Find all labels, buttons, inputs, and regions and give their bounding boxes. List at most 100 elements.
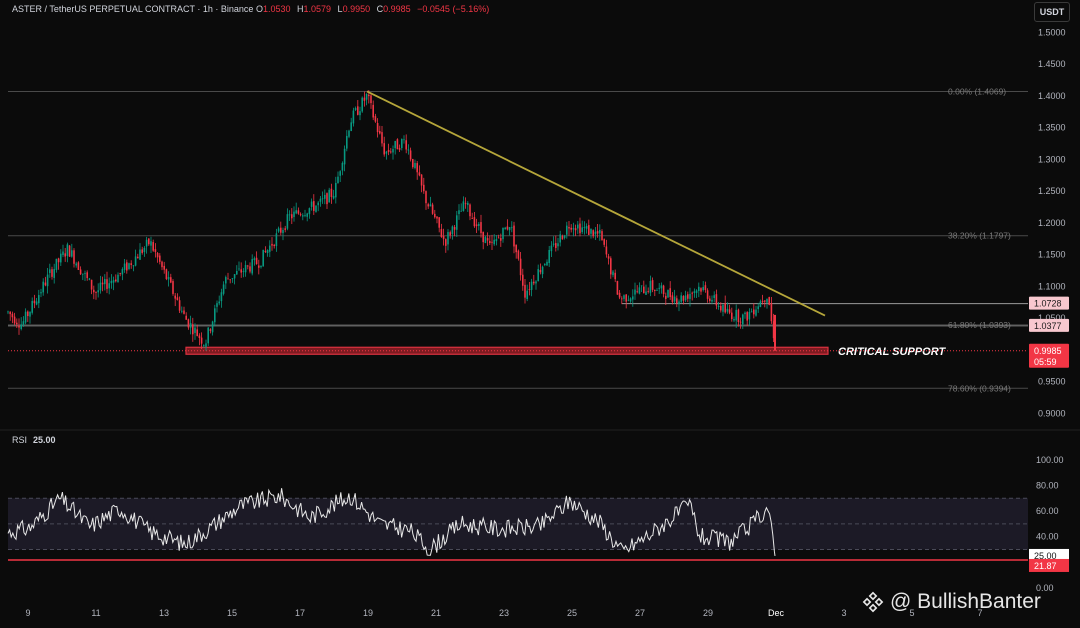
candle xyxy=(374,116,377,122)
candle xyxy=(363,97,366,101)
candle xyxy=(51,269,53,277)
candle xyxy=(706,290,709,299)
candle xyxy=(742,314,744,325)
candle xyxy=(636,291,638,293)
time-axis-tick: 17 xyxy=(295,608,305,618)
price-axis-tick: 1.1500 xyxy=(1038,250,1066,260)
candle xyxy=(185,315,187,320)
candle xyxy=(42,281,44,293)
candle xyxy=(359,111,361,116)
candle xyxy=(38,295,40,304)
candle xyxy=(84,273,86,274)
candle xyxy=(568,227,570,229)
candle xyxy=(343,148,346,165)
candle xyxy=(271,243,273,246)
candle xyxy=(724,303,726,313)
candle xyxy=(486,238,489,241)
candle xyxy=(698,286,700,291)
candle xyxy=(97,290,99,293)
candle xyxy=(612,271,614,276)
rsi-axis-tick: 80.00 xyxy=(1036,480,1059,490)
candle xyxy=(282,230,284,234)
candle xyxy=(71,250,73,257)
candle xyxy=(480,222,482,234)
candle xyxy=(528,289,531,290)
candle xyxy=(354,108,357,110)
candle xyxy=(764,300,766,302)
candle xyxy=(178,300,181,311)
candle xyxy=(467,202,469,206)
symbol-label: ASTER / TetherUS PERPETUAL CONTRACT · 1h… xyxy=(12,4,254,14)
candle xyxy=(517,250,520,259)
level-1-0377-label-box xyxy=(1029,318,1069,332)
candle xyxy=(222,284,225,294)
time-axis-tick: 11 xyxy=(91,608,100,618)
candle xyxy=(423,184,425,192)
candle xyxy=(165,269,168,280)
fib-level-label: 61.80% (1.0393) xyxy=(948,320,1011,330)
price-axis-tick: 1.2500 xyxy=(1038,186,1066,196)
level-1-0728-label-box xyxy=(1029,296,1069,310)
candle xyxy=(163,265,165,270)
candle xyxy=(405,140,407,150)
candle xyxy=(132,265,135,267)
price-axis-tick: 0.9000 xyxy=(1038,408,1066,418)
candle xyxy=(702,287,704,291)
candle xyxy=(381,132,383,144)
candle xyxy=(18,325,20,328)
candle xyxy=(429,204,432,207)
candle xyxy=(744,312,746,315)
candle xyxy=(691,292,693,294)
candle xyxy=(275,233,278,247)
candle xyxy=(665,295,667,299)
candle xyxy=(262,249,264,267)
candle xyxy=(420,174,423,186)
candle xyxy=(460,210,462,212)
candle xyxy=(156,252,159,258)
candle xyxy=(79,269,82,275)
candle xyxy=(766,298,768,303)
candle xyxy=(121,269,124,275)
candle xyxy=(717,305,720,307)
candle xyxy=(302,215,304,217)
low-value: 0.9950 xyxy=(342,4,371,14)
fib-level-label: 38.20% (1.1797) xyxy=(948,231,1011,241)
candle xyxy=(759,301,762,308)
candle xyxy=(713,295,715,298)
candle xyxy=(561,236,564,240)
candle xyxy=(458,210,460,215)
candle xyxy=(286,214,289,229)
candle xyxy=(258,265,260,268)
candle xyxy=(748,311,751,320)
candle xyxy=(40,292,42,294)
candle xyxy=(436,216,438,219)
candle xyxy=(577,224,579,229)
candle xyxy=(95,292,97,293)
price-axis-tick: 1.3000 xyxy=(1038,154,1066,164)
candle xyxy=(260,265,262,268)
candle xyxy=(181,310,183,312)
currency-button[interactable]: USDT xyxy=(1034,2,1070,22)
candle xyxy=(442,236,445,239)
candle xyxy=(462,201,465,212)
candle xyxy=(647,291,649,293)
candle xyxy=(656,290,658,291)
candle xyxy=(552,243,555,245)
price-axis-tick: 1.4000 xyxy=(1038,91,1066,101)
candle xyxy=(7,311,9,313)
candle xyxy=(183,310,185,314)
candle xyxy=(385,151,388,154)
candle xyxy=(106,279,108,289)
candle xyxy=(473,217,476,227)
candle xyxy=(64,253,66,257)
candle xyxy=(566,225,568,235)
candle xyxy=(753,309,755,315)
candle xyxy=(456,215,458,230)
candle xyxy=(616,281,619,295)
candle xyxy=(392,149,394,153)
candle xyxy=(548,250,550,264)
candle xyxy=(251,259,253,274)
candle xyxy=(634,289,636,295)
candle xyxy=(372,104,374,118)
